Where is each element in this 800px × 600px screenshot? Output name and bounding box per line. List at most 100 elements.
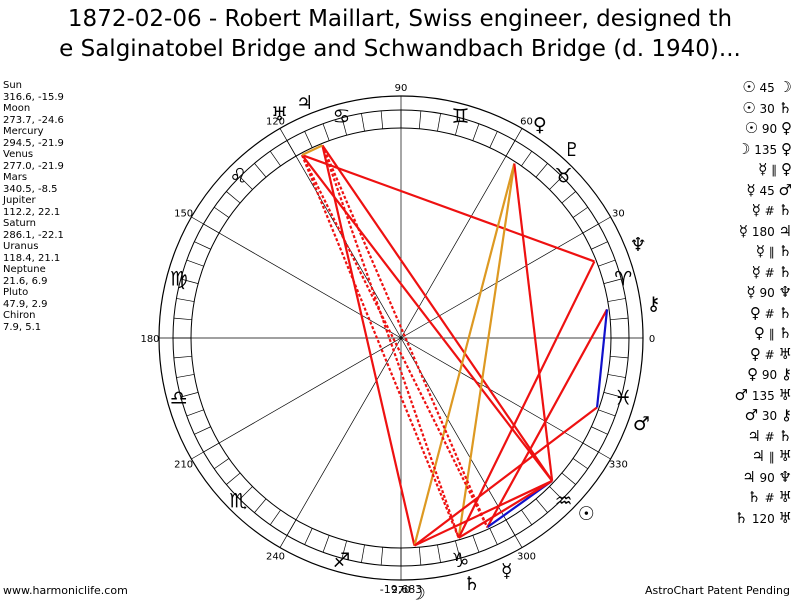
- zodiac-sign-icon: ♒: [555, 489, 573, 513]
- planet-name: Pluto: [3, 287, 29, 298]
- degree-tick: [269, 151, 281, 167]
- aspect-planet-1: ♃: [751, 447, 765, 465]
- aspect-planet-1: ☉: [742, 98, 756, 117]
- aspect-angle: ∥: [764, 245, 779, 259]
- aspect-row: ☿ ∥ ♀: [735, 160, 792, 181]
- degree-tick: [239, 176, 253, 190]
- planet-name: Sun: [3, 80, 23, 91]
- degree-label: 150: [174, 209, 193, 220]
- aspect-line: [458, 479, 553, 539]
- degree-tick: [341, 117, 347, 136]
- degree-tick: [361, 544, 365, 563]
- degree-tick: [603, 278, 622, 284]
- degree-tick: [194, 241, 211, 250]
- zodiac-sign-icon: ♊: [452, 104, 470, 128]
- aspect-angle: 120: [748, 511, 779, 526]
- aspect-planet-2: ♀: [781, 119, 792, 137]
- aspect-angle: 180: [748, 224, 779, 239]
- degree-tick: [549, 176, 563, 190]
- degree-label: 90: [395, 83, 408, 94]
- aspect-row: ♄ # ♅: [735, 488, 792, 509]
- aspect-planet-2: ♄: [778, 262, 792, 281]
- degree-label: 180: [140, 334, 159, 345]
- aspect-row: ☽ 135 ♀: [735, 140, 792, 161]
- degree-tick: [561, 191, 576, 204]
- aspect-row: ♀ # ♄: [735, 304, 792, 325]
- chart-title-line-2: e Salginatobel Bridge and Schwandbach Br…: [59, 36, 741, 62]
- planet-name: Mercury: [3, 126, 44, 137]
- house-line: [191, 337, 402, 460]
- aspect-planet-1: ☿: [755, 242, 765, 260]
- bottom-value-label: -19,683: [380, 583, 422, 596]
- planet-name: Uranus: [3, 241, 39, 252]
- aspect-angle: 135: [748, 388, 779, 403]
- aspect-planet-1: ♀: [747, 365, 759, 383]
- aspect-planet-2: ♂: [778, 180, 792, 199]
- planet-coords: 47.9, 2.9: [3, 298, 48, 310]
- aspect-planet-1: ♂: [734, 385, 748, 404]
- aspect-line: [513, 163, 554, 482]
- zodiac-sign-icon: ♍: [170, 266, 188, 290]
- planet-glyph-icon: ♃: [296, 92, 313, 114]
- degree-label: 120: [266, 117, 285, 128]
- aspect-planet-1: ☉: [744, 119, 759, 137]
- aspect-angle: 90: [758, 368, 781, 382]
- planet-name: Venus: [3, 149, 34, 160]
- aspect-planet-1: ♂: [744, 406, 759, 424]
- planet-glyph-icon: ☽: [409, 582, 426, 600]
- aspect-planet-2: ♅: [778, 385, 792, 404]
- planet-name: Neptune: [3, 264, 46, 275]
- aspect-angle: #: [760, 347, 779, 362]
- degree-tick: [418, 110, 422, 129]
- aspect-planet-2: ♄: [778, 242, 792, 260]
- aspect-planet-2: ♆: [778, 283, 792, 301]
- planet-name: Chiron: [3, 310, 36, 321]
- aspect-angle: #: [760, 265, 779, 280]
- aspect-row: ☿ # ♄: [735, 201, 792, 222]
- aspect-planet-1: ☿: [751, 262, 761, 281]
- house-line: [400, 216, 611, 339]
- degree-tick: [173, 317, 192, 321]
- degree-tick: [610, 355, 629, 359]
- house-line: [191, 216, 402, 339]
- aspect-angle: ∥: [764, 327, 779, 341]
- degree-tick: [437, 113, 441, 132]
- zodiac-sign-icon: ♌: [229, 163, 247, 187]
- aspect-angle: 90: [758, 122, 781, 136]
- zodiac-sign-icon: ♋: [333, 104, 351, 128]
- planet-coords: 286.1, -22.1: [3, 229, 64, 241]
- house-line: [400, 128, 523, 339]
- aspect-planet-2: ♄: [778, 303, 792, 322]
- aspect-line: [301, 154, 460, 539]
- degree-tick: [535, 498, 548, 513]
- planet-glyph-icon: ♇: [563, 139, 580, 161]
- zodiac-sign-icon: ♏: [229, 489, 247, 513]
- aspect-row: ♃ ∥ ♅: [735, 447, 792, 468]
- degree-tick: [304, 131, 313, 148]
- aspect-planet-1: ♀: [749, 303, 761, 322]
- aspect-planet-2: ⚷: [781, 406, 792, 424]
- aspect-planet-1: ♃: [747, 426, 761, 445]
- aspect-planet-1: ☿: [738, 221, 748, 240]
- aspect-angle: ∥: [764, 450, 779, 464]
- planet-coords: 316.6, -15.9: [3, 91, 64, 103]
- house-line: [400, 337, 611, 460]
- aspect-planet-1: ♀: [753, 324, 765, 342]
- aspect-planet-2: ♄: [778, 324, 792, 342]
- site-url[interactable]: www.harmoniclife.com: [3, 584, 128, 597]
- degree-tick: [361, 113, 365, 132]
- degree-label: 270: [391, 585, 410, 596]
- aspect-planet-2: ♆: [778, 467, 792, 486]
- planet-glyph-icon: ♂: [633, 413, 650, 435]
- degree-tick: [341, 540, 347, 559]
- zodiac-sign-icon: ♎: [170, 386, 188, 410]
- aspect-angle: #: [760, 429, 779, 444]
- aspect-angle: 90: [755, 470, 779, 485]
- degree-tick: [591, 241, 608, 250]
- degree-tick: [269, 509, 281, 525]
- aspect-line: [413, 479, 553, 547]
- degree-tick: [549, 486, 563, 500]
- aspect-row: ♀ 90 ⚷: [735, 365, 792, 386]
- aspect-planet-2: ♄: [778, 201, 792, 219]
